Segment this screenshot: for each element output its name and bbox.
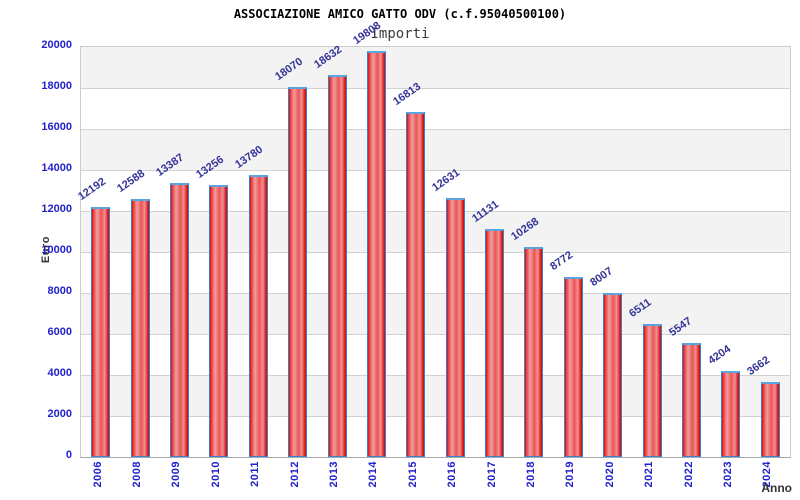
bar <box>288 86 308 457</box>
bar <box>130 198 150 457</box>
bar <box>169 182 189 457</box>
bar <box>682 343 702 457</box>
gridline <box>81 416 790 417</box>
x-tick-label: 2023 <box>721 461 734 488</box>
x-tick-label: 2006 <box>91 461 104 488</box>
gridline <box>81 88 790 89</box>
gridline <box>81 334 790 335</box>
x-tick-label: 2011 <box>249 461 262 487</box>
y-tick-label: 6000 <box>47 326 72 338</box>
x-tick-label: 2021 <box>643 461 656 488</box>
y-tick-label: 12000 <box>41 203 72 215</box>
bar <box>721 370 741 457</box>
plot-band <box>81 211 790 252</box>
y-tick-label: 0 <box>65 449 72 461</box>
gridline <box>81 170 790 171</box>
chart-title: ASSOCIAZIONE AMICO GATTO ODV (c.f.950405… <box>233 7 567 21</box>
bar <box>209 185 229 457</box>
x-tick-label: 2013 <box>328 461 341 488</box>
bar <box>248 174 268 457</box>
x-tick-label: 2008 <box>131 461 144 488</box>
x-tick-label: 2020 <box>603 461 616 488</box>
bar <box>91 207 111 457</box>
gridline <box>81 129 790 130</box>
x-tick-label: 2017 <box>485 461 498 488</box>
plot-band <box>81 47 790 88</box>
bar <box>760 381 780 457</box>
chart-subtitle: Importi <box>370 26 430 42</box>
y-tick-label: 20000 <box>41 39 72 51</box>
y-tick-label: 16000 <box>41 121 72 133</box>
bar <box>603 292 623 457</box>
plot-band <box>81 375 790 416</box>
plot-band <box>81 293 790 334</box>
x-tick-label: 2010 <box>209 461 222 488</box>
bar <box>642 323 662 457</box>
y-tick-label: 10000 <box>41 244 72 256</box>
gridline <box>81 211 790 212</box>
bar <box>524 246 544 457</box>
bar <box>445 198 465 457</box>
x-tick-label: 2009 <box>170 461 183 488</box>
y-tick-label: 18000 <box>41 80 72 92</box>
gridline <box>81 375 790 376</box>
bar <box>406 112 426 457</box>
x-tick-label: 2022 <box>682 461 695 488</box>
bar <box>366 50 386 457</box>
plot-area <box>80 46 791 458</box>
x-tick-label: 2019 <box>564 461 577 488</box>
y-tick-label: 14000 <box>41 162 72 174</box>
x-axis-title: Anno <box>761 481 792 495</box>
bar <box>563 277 583 457</box>
bar <box>485 228 505 457</box>
x-tick-label: 2018 <box>524 461 537 488</box>
y-tick-label: 2000 <box>47 408 72 420</box>
y-tick-label: 8000 <box>47 285 72 297</box>
y-tick-label: 4000 <box>47 367 72 379</box>
gridline <box>81 293 790 294</box>
x-tick-label: 2015 <box>406 461 419 488</box>
gridline <box>81 252 790 253</box>
x-tick-label: 2014 <box>367 461 380 488</box>
plot-band <box>81 129 790 170</box>
x-tick-label: 2016 <box>446 461 459 488</box>
bar <box>327 75 347 457</box>
x-tick-label: 2012 <box>288 461 301 488</box>
